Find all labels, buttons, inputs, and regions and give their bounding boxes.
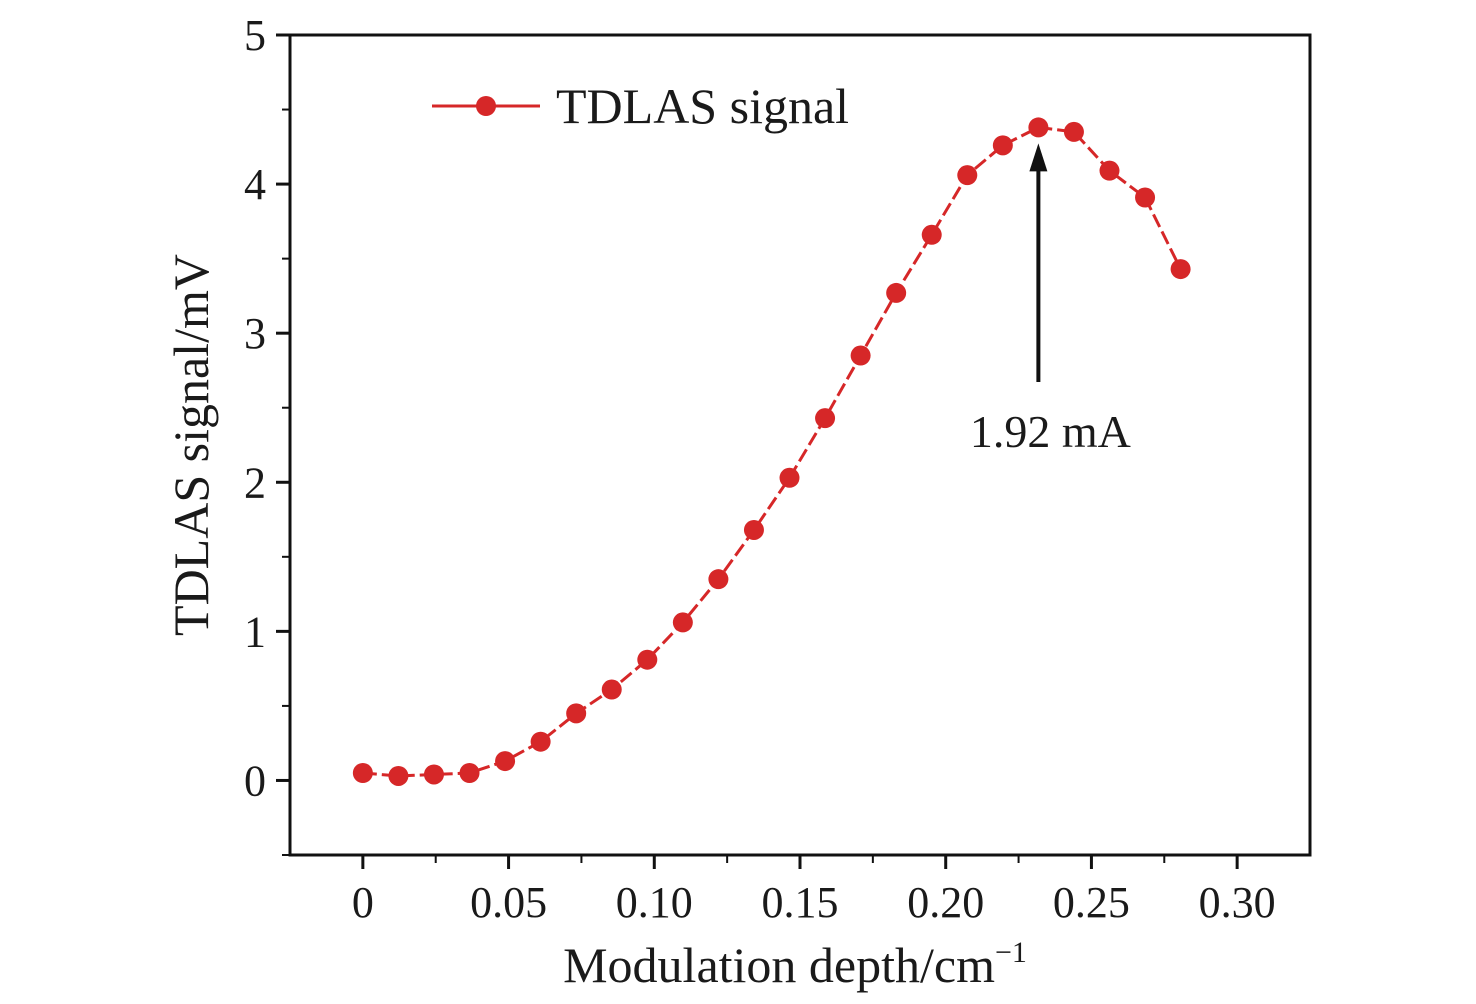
ticks: 0 0.05 0.10 0.15 0.20 0.25 0.30 0 1 2 3 4 5 <box>244 11 1276 927</box>
data-point <box>672 612 693 633</box>
y-tick-label: 3 <box>244 309 266 358</box>
annotation-label: 1.92 mA <box>970 406 1131 457</box>
data-point <box>850 345 871 366</box>
data-point <box>1135 187 1156 208</box>
data-point <box>566 703 587 724</box>
data-point <box>886 282 907 303</box>
axes <box>288 33 1312 857</box>
y-tick-label: 2 <box>244 458 266 507</box>
y-tick-label: 1 <box>244 607 266 656</box>
data-point <box>423 764 444 785</box>
plot-frame <box>288 33 1312 857</box>
series <box>352 117 1191 786</box>
data-point <box>1028 117 1049 138</box>
x-tick-label: 0.05 <box>470 878 547 927</box>
legend-label: TDLAS signal <box>556 78 849 134</box>
x-tick-label: 0.20 <box>907 878 984 927</box>
data-point <box>388 765 409 786</box>
annotation: 1.92 mA <box>970 143 1131 457</box>
data-point <box>1063 121 1084 142</box>
data-point <box>921 224 942 245</box>
x-tick-label: 0 <box>352 878 374 927</box>
data-point <box>495 751 516 772</box>
data-point <box>1099 160 1120 181</box>
x-tick-label: 0.10 <box>616 878 693 927</box>
data-point <box>459 763 480 783</box>
legend: TDLAS signal <box>432 78 849 134</box>
data-point <box>1170 259 1191 280</box>
y-tick-label: 4 <box>244 160 266 209</box>
data-point <box>637 649 658 670</box>
data-point <box>779 467 800 488</box>
x-axis-title-superscript: −1 <box>995 936 1027 969</box>
data-point <box>992 135 1013 156</box>
x-tick-label: 0.30 <box>1199 878 1276 927</box>
legend-marker <box>476 96 496 116</box>
y-tick-label: 0 <box>244 756 266 805</box>
data-point <box>708 569 729 590</box>
x-axis-title: Modulation depth/cm−1 <box>563 936 1027 993</box>
y-axis-title: TDLAS signal/mV <box>163 254 219 636</box>
x-axis-title-text: Modulation depth/cm <box>563 937 995 993</box>
annotation-arrowhead <box>1029 143 1048 172</box>
data-point <box>601 679 622 700</box>
x-tick-label: 0.25 <box>1053 878 1130 927</box>
data-point <box>815 408 836 429</box>
data-point <box>957 165 978 186</box>
data-point <box>743 519 764 540</box>
data-point <box>530 731 551 752</box>
y-tick-label: 5 <box>244 11 266 60</box>
data-point <box>352 763 373 783</box>
x-tick-label: 0.15 <box>762 878 839 927</box>
